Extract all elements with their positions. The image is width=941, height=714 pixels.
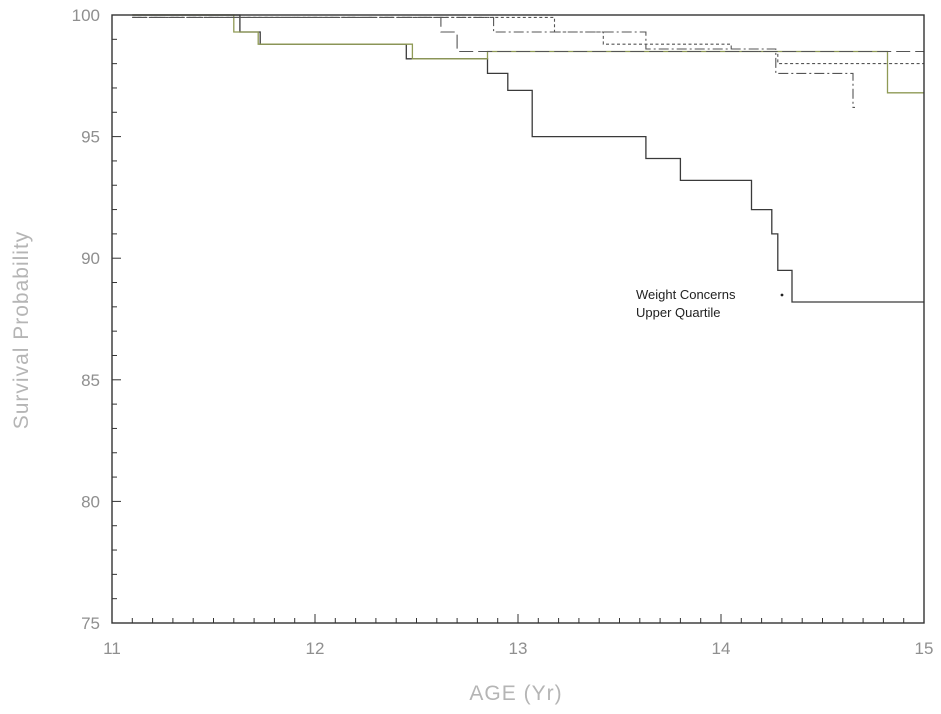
- x-tick-label: 12: [306, 639, 325, 658]
- y-tick-label: 100: [72, 6, 100, 25]
- x-tick-label: 13: [509, 639, 528, 658]
- y-tick-label: 80: [81, 492, 100, 511]
- y-axis-title: Survival Probability: [10, 231, 33, 430]
- series-line-dash-dot: [132, 16, 855, 108]
- y-tick-label: 95: [81, 128, 100, 147]
- annotation-dot: [780, 293, 784, 297]
- annotation-line-1: Weight Concerns: [636, 287, 736, 302]
- y-tick-label: 90: [81, 249, 100, 268]
- series-line-solid: [132, 14, 924, 303]
- x-tick-label: 15: [915, 639, 934, 658]
- plot-frame: [111, 14, 925, 624]
- x-tick-label: 14: [712, 639, 731, 658]
- y-tick-label: 85: [81, 371, 100, 390]
- annotation-label: Weight Concerns Upper Quartile: [636, 287, 784, 320]
- y-tick-label: 75: [81, 614, 100, 633]
- series-line-long-dash: [132, 16, 924, 53]
- x-axis-title: AGE (Yr): [469, 682, 562, 705]
- ticks-layer: [111, 14, 925, 624]
- series-line-solid-green: [132, 14, 924, 94]
- series-layer: [132, 14, 924, 303]
- series-line-dotted: [132, 16, 924, 65]
- x-tick-label: 11: [103, 639, 121, 658]
- tick-labels-layer: 11 12 13 14 15 75 80 85 90 95 100: [72, 6, 934, 658]
- annotation-line-2: Upper Quartile: [636, 305, 721, 320]
